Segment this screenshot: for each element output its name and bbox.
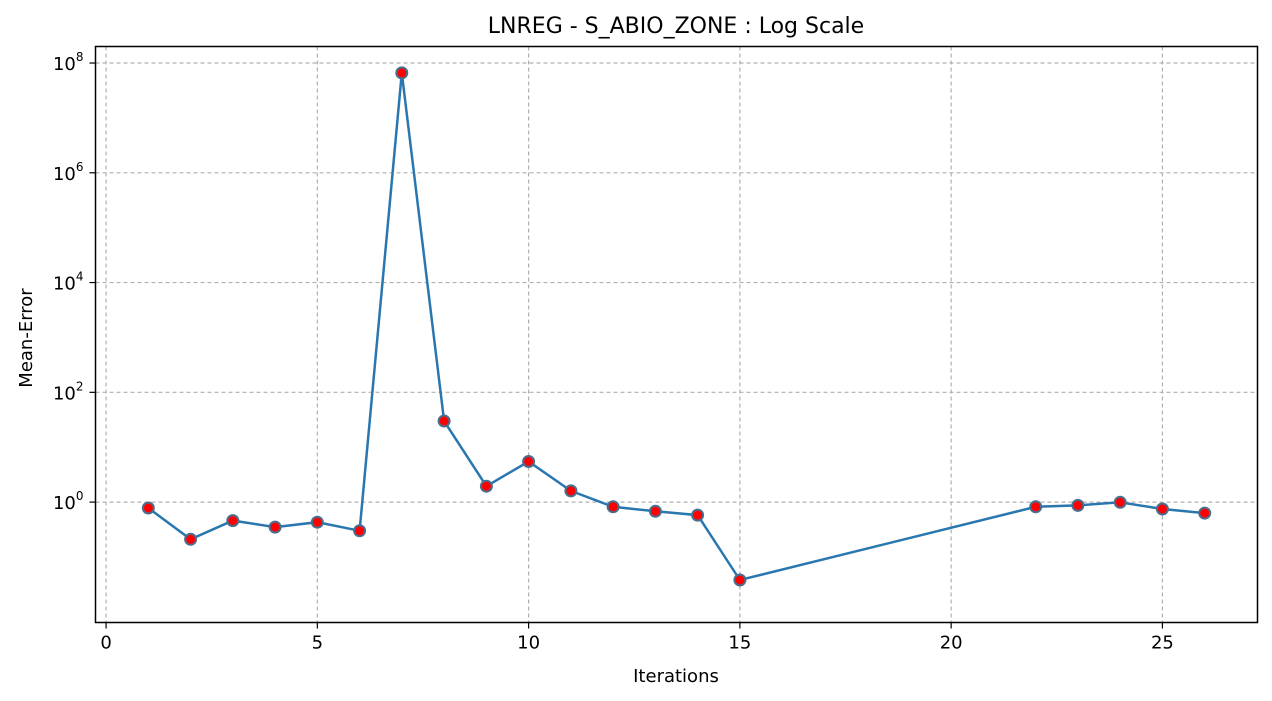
y-tick-label-base: 10: [53, 383, 76, 404]
x-tick-label: 15: [728, 633, 751, 654]
y-tick-label: 100: [53, 489, 84, 514]
data-point: [1198, 506, 1212, 520]
y-axis-label: Mean-Error: [16, 288, 37, 388]
y-tick-label-base: 10: [53, 274, 76, 295]
data-point: [310, 515, 324, 529]
data-point: [606, 500, 620, 514]
data-point: [437, 414, 451, 428]
data-point: [479, 479, 493, 493]
y-tick-label: 102: [53, 379, 84, 404]
y-tick-label-exponent: 8: [76, 50, 84, 64]
data-point: [522, 455, 536, 468]
y-tick-label-exponent: 6: [76, 160, 84, 174]
x-tick-label: 0: [100, 633, 111, 654]
data-point: [226, 514, 240, 528]
data-point: [1071, 498, 1085, 512]
y-tick-label-exponent: 0: [76, 489, 84, 503]
y-tick-label-base: 10: [53, 164, 76, 185]
x-tick-label: 20: [940, 633, 963, 654]
data-point: [733, 573, 747, 587]
y-tick-label-exponent: 4: [76, 270, 84, 284]
data-point: [353, 524, 367, 538]
plot-frame: [94, 45, 1259, 624]
data-point: [1113, 495, 1127, 509]
series-layer: [141, 66, 1212, 587]
y-tick-label-base: 10: [53, 54, 76, 75]
data-point: [564, 484, 578, 498]
grid-lines: [95, 46, 1258, 623]
y-tick-label: 104: [53, 270, 84, 295]
series-line: [147, 72, 1205, 582]
data-point: [395, 66, 409, 80]
y-tick-label: 106: [53, 160, 84, 185]
chart-title: LNREG - S_ABIO_ZONE : Log Scale: [488, 14, 864, 39]
y-tick-label-base: 10: [53, 493, 76, 514]
data-point: [1155, 502, 1169, 516]
y-tick-label: 108: [53, 50, 84, 75]
x-axis-label: Iterations: [633, 666, 719, 687]
data-point: [268, 520, 282, 534]
data-point: [184, 532, 198, 546]
data-point: [691, 508, 705, 522]
data-point: [141, 501, 155, 515]
x-tick-label: 5: [312, 633, 323, 654]
x-tick-label: 10: [517, 633, 540, 654]
x-tick-label: 25: [1151, 633, 1174, 654]
data-point: [648, 504, 662, 518]
data-point: [1029, 500, 1043, 514]
y-tick-label-exponent: 2: [76, 379, 84, 393]
